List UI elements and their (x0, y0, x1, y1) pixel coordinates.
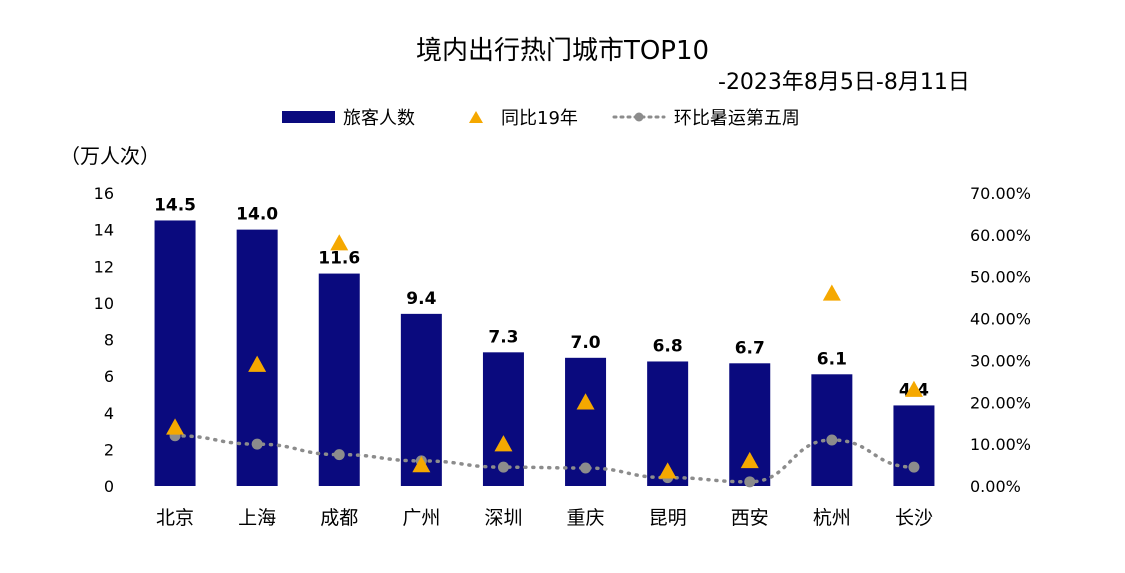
x-tick-label: 广州 (402, 507, 440, 529)
bar-data-label: 7.0 (570, 333, 600, 353)
legend-item-bar: 旅客人数 (282, 104, 415, 130)
x-tick-label: 北京 (156, 507, 194, 529)
x-tick-label: 西安 (731, 507, 769, 529)
y-left-tick-label: 8 (104, 331, 114, 350)
bar-北京 (154, 220, 196, 486)
y-right-tick-label: 20.00% (970, 393, 1031, 412)
x-tick-label: 上海 (238, 507, 276, 529)
legend-bar-swatch (282, 111, 335, 123)
bar-data-label: 14.5 (154, 195, 196, 215)
chart-subtitle: -2023年8月5日-8月11日 (718, 70, 970, 95)
triangle-point (166, 418, 185, 435)
triangle-point (576, 393, 595, 410)
dot-point (826, 434, 838, 446)
dot-point (908, 461, 920, 473)
bar-data-label: 6.8 (653, 336, 683, 356)
left-axis-unit: （万人次） (60, 144, 160, 168)
y-right-tick-label: 0.00% (970, 477, 1021, 496)
chart-title: 境内出行热门城市TOP10 (415, 36, 710, 66)
triangle-point (658, 462, 677, 479)
x-tick-label: 杭州 (813, 507, 851, 529)
x-tick-label: 长沙 (895, 507, 933, 529)
triangle-point (904, 380, 923, 397)
legend-item-triangle: 同比19年 (449, 104, 578, 130)
y-right-tick-label: 60.00% (970, 226, 1031, 245)
dot-point (333, 449, 345, 461)
dot-point (251, 438, 263, 450)
triangle-point (822, 284, 841, 301)
y-right-tick-label: 50.00% (970, 268, 1031, 287)
y-left-tick-label: 4 (104, 404, 114, 423)
y-left-tick-label: 6 (104, 367, 114, 386)
legend-triangle-icon (469, 111, 483, 123)
y-right-tick-label: 70.00% (970, 184, 1031, 203)
bar-长沙 (893, 405, 935, 486)
y-right-tick-label: 10.00% (970, 435, 1031, 454)
bar-杭州 (811, 374, 853, 486)
x-tick-label: 重庆 (567, 507, 605, 529)
triangle-point (740, 451, 759, 469)
y-left-tick-label: 0 (104, 477, 114, 496)
legend-triangle-label: 同比19年 (501, 108, 578, 129)
bar-data-label: 6.1 (817, 349, 847, 369)
dot-point (580, 462, 592, 474)
series-line-环比暑运第五周 (173, 434, 916, 484)
legend-item-dot: 环比暑运第五周 (612, 104, 800, 130)
bar-data-label: 6.7 (735, 338, 765, 358)
legend-dot-line-icon (612, 111, 666, 123)
bar-data-label: 14.0 (236, 205, 278, 225)
x-tick-label: 成都 (320, 507, 358, 529)
legend-dot-label: 环比暑运第五周 (673, 108, 800, 129)
bar-data-label: 11.6 (318, 249, 360, 269)
y-right-tick-label: 30.00% (970, 351, 1031, 370)
bar-data-label: 9.4 (406, 289, 436, 309)
x-tick-label: 昆明 (649, 507, 687, 529)
triangle-point (330, 234, 349, 251)
bar-data-label: 7.3 (488, 327, 518, 347)
dot-point (497, 461, 509, 473)
y-left-tick-label: 14 (94, 221, 114, 240)
x-tick-label: 深圳 (484, 507, 522, 529)
triangle-point (412, 456, 431, 473)
y-left-tick-label: 12 (94, 257, 114, 276)
y-right-tick-label: 40.00% (970, 310, 1031, 329)
triangle-point (248, 355, 267, 372)
y-left-tick-label: 16 (94, 184, 114, 203)
dot-point (744, 476, 756, 488)
triangle-point (494, 435, 513, 452)
y-left-tick-label: 10 (94, 294, 114, 313)
legend-bar-label: 旅客人数 (343, 108, 415, 129)
y-left-tick-label: 2 (104, 440, 114, 459)
legend: 旅客人数 同比19年 环比暑运第五周 (282, 104, 834, 130)
